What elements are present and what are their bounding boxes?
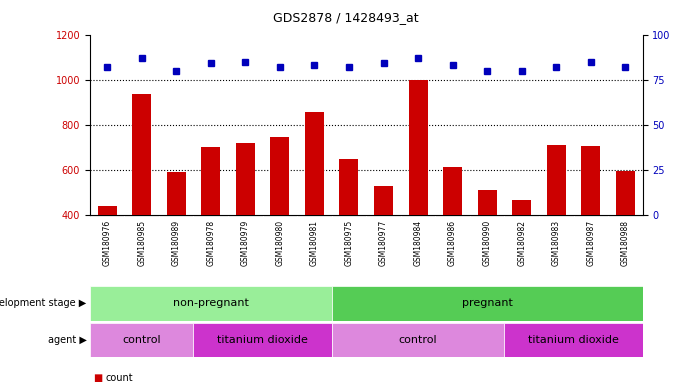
- Text: GSM180985: GSM180985: [137, 220, 146, 266]
- Bar: [305, 113, 324, 215]
- Text: GSM180981: GSM180981: [310, 220, 319, 266]
- Text: GSM180976: GSM180976: [102, 220, 112, 266]
- Bar: [477, 190, 497, 215]
- Text: GSM180984: GSM180984: [413, 220, 423, 266]
- FancyBboxPatch shape: [332, 286, 643, 321]
- Text: GSM180977: GSM180977: [379, 220, 388, 266]
- Bar: [167, 172, 186, 215]
- Text: GSM180983: GSM180983: [551, 220, 561, 266]
- Text: GSM180980: GSM180980: [275, 220, 285, 266]
- Text: pregnant: pregnant: [462, 298, 513, 308]
- FancyBboxPatch shape: [193, 323, 332, 357]
- Text: agent ▶: agent ▶: [48, 335, 86, 345]
- FancyBboxPatch shape: [90, 323, 193, 357]
- Text: development stage ▶: development stage ▶: [0, 298, 86, 308]
- Text: non-pregnant: non-pregnant: [173, 298, 249, 308]
- Text: GSM180975: GSM180975: [344, 220, 354, 266]
- Bar: [374, 186, 393, 215]
- Bar: [547, 145, 566, 215]
- Text: GSM180979: GSM180979: [240, 220, 250, 266]
- Text: titanium dioxide: titanium dioxide: [528, 335, 619, 345]
- Text: count: count: [105, 373, 133, 383]
- Text: GDS2878 / 1428493_at: GDS2878 / 1428493_at: [273, 12, 418, 25]
- Bar: [270, 137, 290, 215]
- Bar: [236, 143, 255, 215]
- Bar: [201, 147, 220, 215]
- Bar: [408, 80, 428, 215]
- Text: GSM180988: GSM180988: [621, 220, 630, 266]
- FancyBboxPatch shape: [332, 323, 504, 357]
- Bar: [443, 167, 462, 215]
- Text: GSM180986: GSM180986: [448, 220, 457, 266]
- Text: GSM180990: GSM180990: [482, 220, 492, 266]
- Bar: [512, 200, 531, 215]
- Text: control: control: [122, 335, 161, 345]
- Bar: [581, 146, 600, 215]
- Text: titanium dioxide: titanium dioxide: [217, 335, 308, 345]
- Text: GSM180978: GSM180978: [206, 220, 216, 266]
- FancyBboxPatch shape: [504, 323, 643, 357]
- Bar: [339, 159, 359, 215]
- Bar: [132, 94, 151, 215]
- Text: GSM180989: GSM180989: [171, 220, 181, 266]
- Bar: [97, 206, 117, 215]
- Bar: [616, 171, 635, 215]
- FancyBboxPatch shape: [90, 286, 332, 321]
- Text: GSM180982: GSM180982: [517, 220, 527, 266]
- Text: ■: ■: [93, 373, 102, 383]
- Text: control: control: [399, 335, 437, 345]
- Text: GSM180987: GSM180987: [586, 220, 596, 266]
